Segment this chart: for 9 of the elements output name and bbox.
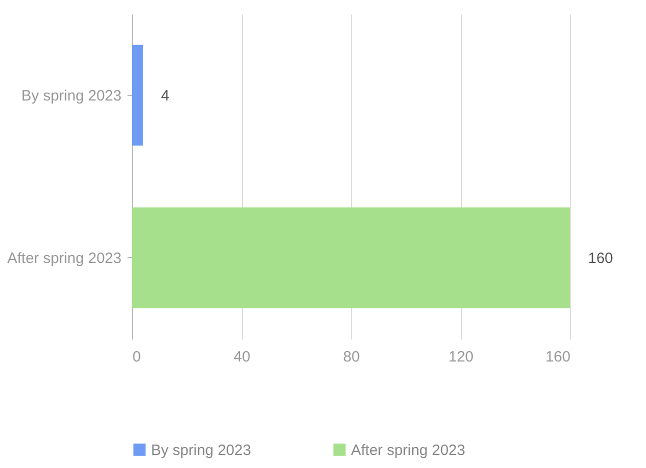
x-tick-label: 40 [234, 348, 250, 366]
x-tick-label: 0 [132, 348, 141, 366]
x-tick-label: 120 [448, 348, 474, 366]
legend-label: After spring 2023 [351, 442, 466, 459]
data-label: 160 [588, 250, 614, 267]
x-tick-label: 80 [343, 348, 360, 366]
legend-label: By spring 2023 [151, 442, 252, 459]
data-label: 4 [160, 87, 170, 104]
x-tick-label: 160 [545, 348, 570, 366]
